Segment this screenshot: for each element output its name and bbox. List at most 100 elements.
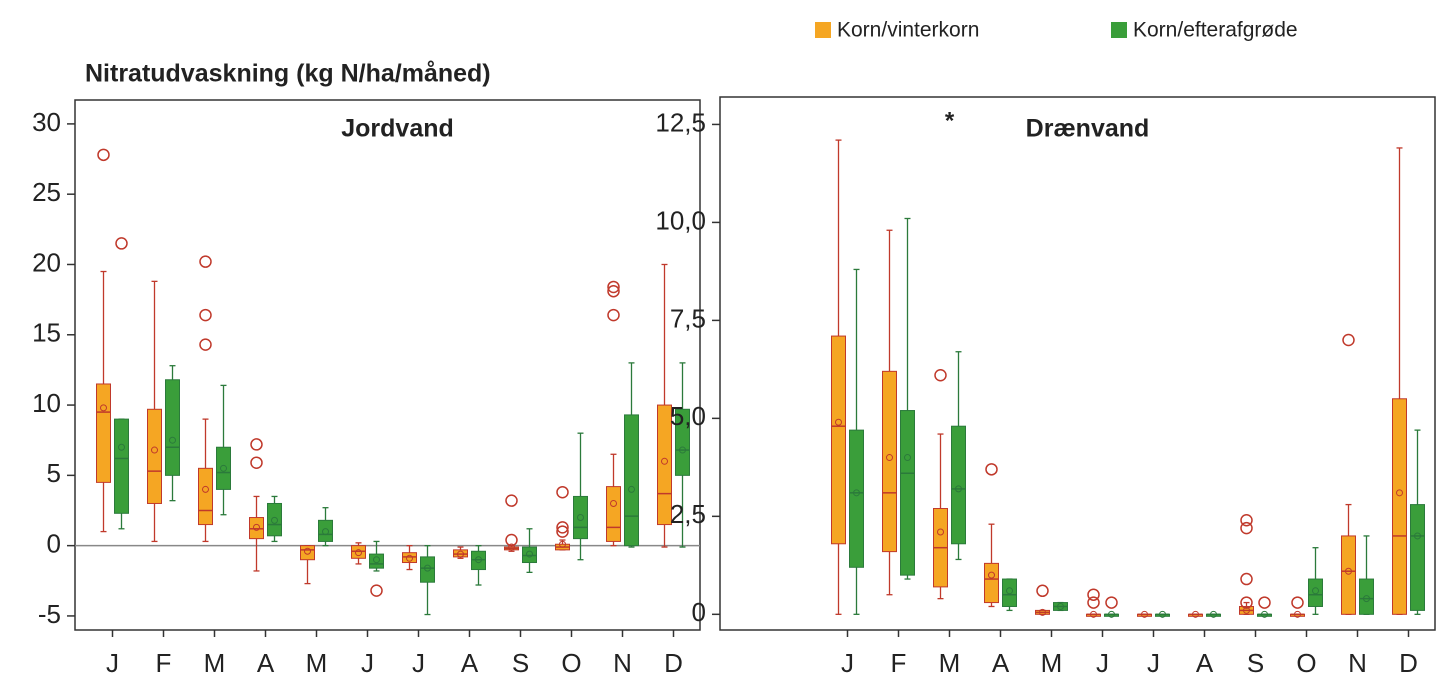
outlier (199, 308, 212, 322)
box (984, 562, 999, 604)
mean-marker (661, 457, 668, 465)
mean-marker (853, 489, 860, 497)
mean-marker (679, 446, 686, 454)
box (216, 446, 231, 490)
box (1359, 578, 1374, 615)
mean-marker (1210, 610, 1217, 618)
y-tick-label: 0 (47, 529, 61, 559)
outlier (250, 456, 263, 469)
mean-marker (937, 528, 944, 536)
x-tick-label: F (156, 648, 172, 678)
x-tick-label: J (1147, 648, 1160, 678)
box (1308, 578, 1323, 607)
box (624, 414, 639, 547)
mean-marker (322, 528, 329, 536)
mean-marker (988, 571, 995, 579)
x-tick-label: D (1399, 648, 1418, 678)
outlier (556, 525, 569, 538)
mean-marker (1294, 610, 1301, 618)
x-tick-label: S (512, 648, 529, 678)
mean-marker (1108, 610, 1115, 618)
mean-marker (202, 485, 209, 493)
box (198, 467, 213, 526)
mean-marker (526, 550, 533, 558)
x-tick-label: M (204, 648, 226, 678)
mean-marker (1159, 610, 1166, 618)
mean-marker (304, 547, 311, 555)
outlier (505, 533, 518, 547)
y-tick-label: 0 (692, 597, 706, 627)
mean-marker (118, 443, 125, 451)
y-axis-title: Nitratudvaskning (kg N/ha/måned) (85, 60, 491, 88)
outlier (97, 148, 110, 162)
mean-marker (1312, 587, 1319, 595)
box (1341, 535, 1356, 615)
mean-marker (151, 446, 158, 454)
x-tick-label: M (939, 648, 961, 678)
outlier (1036, 584, 1049, 598)
y-tick-label: 2,5 (670, 499, 706, 529)
mean-marker (220, 464, 227, 472)
outlier (1342, 333, 1355, 347)
mean-marker (406, 554, 413, 562)
x-tick-label: M (1041, 648, 1063, 678)
mean-marker (424, 564, 431, 572)
outlier (556, 521, 569, 534)
x-tick-label: J (412, 648, 425, 678)
mean-marker (1090, 610, 1097, 618)
outlier (1240, 596, 1253, 609)
x-tick-label: M (306, 648, 328, 678)
box (318, 519, 333, 542)
y-tick-label: 20 (32, 247, 61, 277)
box (606, 486, 621, 542)
legend-swatch (815, 22, 831, 38)
mean-marker (1057, 602, 1064, 610)
outlier (556, 485, 569, 499)
mean-marker (577, 514, 584, 522)
box (420, 556, 435, 583)
outlier (1087, 596, 1100, 609)
outlier (1258, 596, 1271, 609)
y-tick-label: 12,5 (655, 107, 706, 137)
outlier (1087, 588, 1100, 601)
x-tick-label: S (1247, 648, 1264, 678)
mean-marker (271, 516, 278, 524)
outlier (505, 494, 518, 507)
mean-marker (955, 485, 962, 493)
x-tick-label: N (1348, 648, 1367, 678)
box (951, 425, 966, 545)
box (300, 545, 315, 561)
outlier (1240, 521, 1253, 535)
mean-marker (1363, 595, 1370, 603)
y-tick-label: 7,5 (670, 303, 706, 333)
box (573, 495, 588, 540)
plot-frame (719, 96, 1436, 631)
mean-marker (1141, 610, 1148, 618)
y-tick-label: 10 (32, 388, 61, 418)
outlier (607, 280, 620, 294)
mean-marker (1414, 532, 1421, 540)
mean-marker (886, 454, 893, 462)
y-tick-label: 5 (47, 458, 61, 488)
mean-marker (1261, 610, 1268, 618)
box (369, 553, 384, 569)
outlier (934, 369, 947, 382)
legend-swatch (1111, 22, 1127, 38)
outlier (607, 284, 620, 298)
mean-marker (508, 543, 515, 551)
mean-marker (1192, 610, 1199, 618)
outlier (115, 237, 128, 250)
box (147, 408, 162, 504)
outlier (370, 584, 383, 597)
x-tick-label: A (461, 648, 479, 678)
mean-marker (835, 418, 842, 426)
mean-marker (373, 556, 380, 564)
box (675, 408, 690, 476)
box (882, 370, 897, 553)
x-tick-label: J (1096, 648, 1109, 678)
outlier (1105, 596, 1118, 609)
box (114, 418, 129, 514)
mean-marker (1039, 608, 1046, 616)
box (849, 429, 864, 568)
